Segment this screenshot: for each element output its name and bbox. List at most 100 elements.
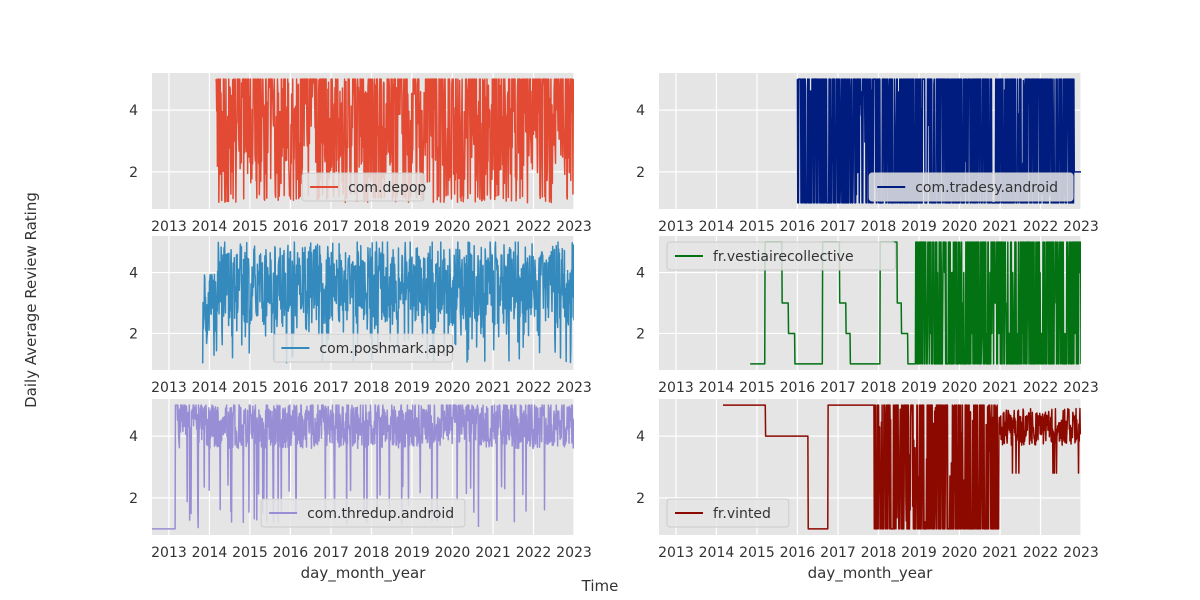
x-tick-label: 2023 — [556, 545, 592, 561]
y-tick-label: 2 — [636, 326, 645, 342]
series-line-com.tradesy.android — [796, 78, 1081, 204]
x-tick-label: 2016 — [273, 545, 309, 561]
x-tick-label: 2023 — [1063, 219, 1099, 235]
legend-box — [260, 498, 466, 528]
x-tick-label: 2018 — [354, 380, 390, 396]
legend: com.poshmark.app — [272, 333, 454, 363]
x-tick-label: 2021 — [982, 219, 1018, 235]
legend-label: com.thredup.android — [307, 506, 454, 522]
x-tick-label: 2019 — [901, 219, 937, 235]
x-tick-label: 2023 — [1063, 380, 1099, 396]
legend-box — [666, 498, 790, 528]
x-tick-label: 2016 — [780, 219, 816, 235]
x-tick-label: 2020 — [435, 219, 471, 235]
y-tick-label: 2 — [129, 165, 138, 181]
x-tick-label: 2020 — [942, 545, 978, 561]
x-tick-label: 2017 — [820, 380, 856, 396]
x-tick-label: 2015 — [232, 545, 268, 561]
x-tick-label: 2013 — [151, 219, 187, 235]
subplot-2: 2013 2014 2015 2016 2017 2018 2019 2020 2021 2022… — [636, 73, 1099, 235]
legend: com.thredup.android — [260, 498, 466, 528]
x-tick-label: 2022 — [1023, 545, 1059, 561]
x-tick-label: 2013 — [658, 545, 694, 561]
x-tick-label: 2019 — [394, 380, 430, 396]
series-line-com.depop — [215, 78, 574, 204]
x-tick-label: 2017 — [820, 219, 856, 235]
x-tick-label: 2013 — [658, 380, 694, 396]
x-tick-label: 2016 — [780, 545, 816, 561]
subplot-3: 2013 2014 2015 2016 2017 2018 2019 2020 2021 2022… — [129, 236, 592, 396]
y-tick-label: 4 — [129, 429, 138, 445]
x-tick-label: 2019 — [901, 545, 937, 561]
x-tick-label: 2016 — [273, 219, 309, 235]
x-tick-label: 2018 — [861, 545, 897, 561]
y-tick-label: 2 — [129, 326, 138, 342]
y-tick-label: 4 — [636, 103, 645, 119]
x-tick-label: 2018 — [354, 545, 390, 561]
legend-box — [868, 172, 1074, 202]
x-tick-label: 2017 — [820, 545, 856, 561]
x-tick-label: 2017 — [313, 380, 349, 396]
subplots: 2013 2014 2015 2016 2017 2018 2019 2020 2021 2022… — [129, 73, 1099, 583]
x-tick-label: 2022 — [516, 219, 552, 235]
x-tick-label: 2015 — [739, 219, 775, 235]
x-tick-label: 2020 — [435, 380, 471, 396]
x-tick-label: 2021 — [475, 545, 511, 561]
x-tick-label: 2023 — [556, 219, 592, 235]
x-tick-label: 2017 — [313, 545, 349, 561]
legend: fr.vinted — [666, 498, 790, 528]
x-tick-label: 2013 — [658, 219, 694, 235]
x-tick-label: 2021 — [475, 380, 511, 396]
y-tick-label: 4 — [636, 266, 645, 282]
x-axis-label: day_month_year — [301, 564, 427, 583]
x-tick-label: 2014 — [699, 380, 735, 396]
y-tick-label: 2 — [636, 491, 645, 507]
x-tick-label: 2023 — [1063, 545, 1099, 561]
x-tick-label: 2018 — [861, 219, 897, 235]
x-tick-label: 2016 — [780, 380, 816, 396]
figure-xlabel: Time — [581, 577, 619, 595]
y-tick-label: 2 — [129, 491, 138, 507]
x-tick-label: 2015 — [739, 380, 775, 396]
x-tick-label: 2015 — [232, 380, 268, 396]
legend-label: com.poshmark.app — [319, 341, 454, 357]
series-line-fr.vinted — [722, 404, 1081, 530]
legend-label: com.tradesy.android — [915, 180, 1058, 196]
x-tick-label: 2021 — [982, 380, 1018, 396]
x-tick-label: 2014 — [192, 545, 228, 561]
legend: com.depop — [301, 172, 426, 202]
x-tick-label: 2021 — [475, 219, 511, 235]
x-tick-label: 2022 — [1023, 380, 1059, 396]
x-tick-label: 2020 — [942, 219, 978, 235]
legend: fr.vestiairecollective — [666, 241, 896, 271]
legend-box — [301, 172, 425, 202]
legend-label: fr.vestiairecollective — [713, 249, 854, 265]
y-tick-label: 4 — [636, 429, 645, 445]
x-tick-label: 2013 — [151, 380, 187, 396]
x-tick-label: 2015 — [232, 219, 268, 235]
legend-label: com.depop — [348, 180, 426, 196]
series-line-com.thredup.android — [152, 404, 574, 530]
x-tick-label: 2019 — [394, 545, 430, 561]
x-tick-label: 2018 — [861, 380, 897, 396]
subplot-5: 2013 2014 2015 2016 2017 2018 2019 2020 2021 2022… — [129, 399, 592, 583]
subplot-6: 2013 2014 2015 2016 2017 2018 2019 2020 2021 2022… — [636, 399, 1099, 583]
x-tick-label: 2014 — [699, 545, 735, 561]
x-tick-label: 2022 — [516, 545, 552, 561]
subplot-4: 2013 2014 2015 2016 2017 2018 2019 2020 2021 2022… — [636, 236, 1099, 396]
y-tick-label: 4 — [129, 103, 138, 119]
x-tick-label: 2023 — [556, 380, 592, 396]
y-tick-label: 2 — [636, 165, 645, 181]
x-tick-label: 2015 — [739, 545, 775, 561]
figure-ylabel: Daily Average Review Rating — [22, 192, 40, 408]
x-tick-label: 2022 — [516, 380, 552, 396]
x-tick-label: 2017 — [313, 219, 349, 235]
legend-box — [272, 333, 454, 363]
x-tick-label: 2014 — [699, 219, 735, 235]
x-tick-label: 2016 — [273, 380, 309, 396]
x-tick-label: 2022 — [1023, 219, 1059, 235]
legend: com.tradesy.android — [868, 172, 1074, 202]
x-tick-label: 2019 — [394, 219, 430, 235]
series-line-com.poshmark.app — [201, 241, 574, 364]
